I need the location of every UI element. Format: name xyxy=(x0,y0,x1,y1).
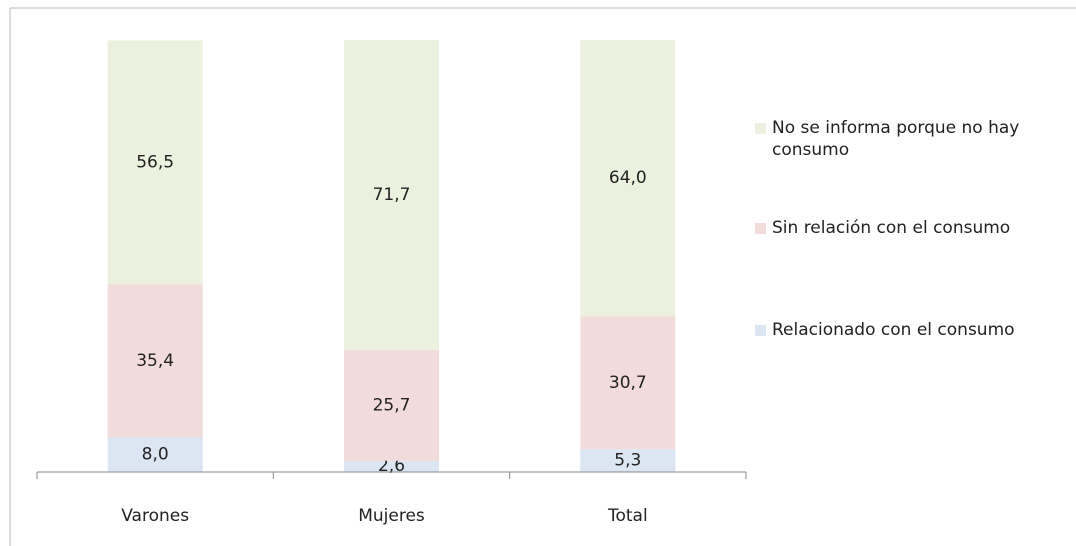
bar-segment xyxy=(580,40,676,317)
x-tick-label: Mujeres xyxy=(358,506,425,526)
bar-segment xyxy=(107,437,203,472)
data-label: 5,3 xyxy=(614,451,641,471)
bar-segment xyxy=(107,284,203,438)
bar-segment xyxy=(580,316,676,450)
x-tick-label: Total xyxy=(607,506,648,526)
bar-segment xyxy=(107,40,203,285)
data-label: 71,7 xyxy=(373,185,411,205)
data-label: 25,7 xyxy=(373,395,411,415)
legend-label: Sin relación con el consumo xyxy=(772,218,1011,238)
data-label: 8,0 xyxy=(142,445,169,465)
x-tick-label: Varones xyxy=(121,506,189,526)
bar-segment xyxy=(580,449,676,472)
legend-label: Relacionado con el consumo xyxy=(772,320,1015,340)
bar-segment xyxy=(344,349,439,461)
data-label: 64,0 xyxy=(609,168,647,188)
bar-segment xyxy=(344,460,439,472)
data-label: 30,7 xyxy=(609,373,647,393)
bar-segment xyxy=(344,40,439,350)
data-label: 35,4 xyxy=(136,351,174,371)
legend-swatch xyxy=(755,325,766,336)
legend-swatch xyxy=(755,223,766,234)
data-label: 56,5 xyxy=(136,152,174,172)
legend-label: No se informa porque no hay consumo xyxy=(772,118,1020,160)
legend-swatch xyxy=(755,123,766,134)
data-label: 2,6 xyxy=(378,456,405,476)
